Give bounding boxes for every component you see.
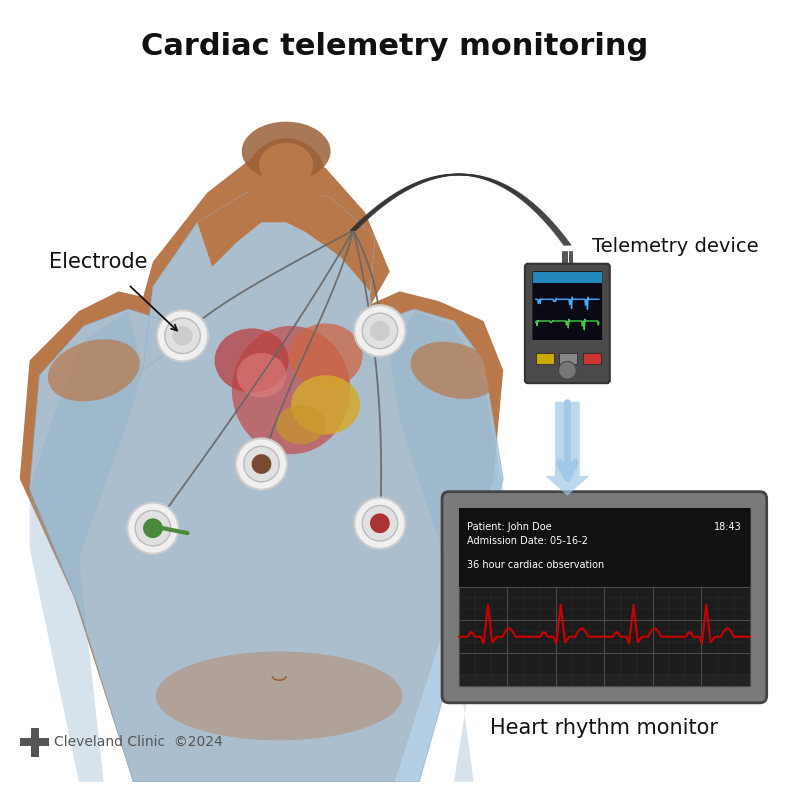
Circle shape: [127, 503, 178, 554]
FancyBboxPatch shape: [532, 271, 603, 341]
FancyBboxPatch shape: [525, 264, 610, 383]
Ellipse shape: [242, 122, 330, 181]
Circle shape: [143, 519, 163, 538]
Circle shape: [354, 497, 406, 549]
Text: Cleveland Clinic  ©2024: Cleveland Clinic ©2024: [54, 735, 223, 749]
Circle shape: [157, 310, 208, 361]
Ellipse shape: [232, 326, 350, 454]
Bar: [459, 508, 750, 587]
Bar: [459, 508, 750, 686]
Ellipse shape: [48, 339, 140, 401]
Circle shape: [362, 505, 398, 541]
Polygon shape: [390, 311, 503, 781]
Ellipse shape: [276, 405, 326, 445]
Text: Telemetry device: Telemetry device: [592, 238, 758, 257]
Circle shape: [558, 361, 576, 379]
Circle shape: [173, 326, 193, 345]
Bar: [459, 587, 750, 686]
Text: 36 hour cardiac observation: 36 hour cardiac observation: [466, 560, 604, 570]
FancyBboxPatch shape: [442, 492, 766, 703]
Bar: [459, 674, 750, 686]
Ellipse shape: [237, 353, 286, 397]
Circle shape: [236, 438, 287, 490]
Polygon shape: [30, 311, 143, 781]
Circle shape: [362, 313, 398, 349]
Ellipse shape: [156, 652, 402, 741]
Circle shape: [370, 513, 390, 533]
Text: Heart rhythm monitor: Heart rhythm monitor: [490, 718, 718, 737]
Circle shape: [135, 511, 170, 546]
Ellipse shape: [289, 323, 362, 387]
Circle shape: [354, 305, 406, 357]
Ellipse shape: [246, 139, 326, 217]
Polygon shape: [20, 153, 503, 781]
Text: 18:43: 18:43: [714, 523, 742, 532]
Bar: [533, 272, 602, 283]
Ellipse shape: [291, 375, 360, 434]
Circle shape: [244, 446, 279, 482]
Text: Cardiac telemetry monitoring: Cardiac telemetry monitoring: [141, 32, 648, 61]
Circle shape: [252, 454, 271, 474]
Bar: [30, 728, 38, 756]
Polygon shape: [198, 188, 375, 291]
Circle shape: [165, 318, 200, 353]
Bar: [559, 353, 578, 364]
Bar: [536, 353, 554, 364]
FancyArrow shape: [545, 402, 590, 496]
Ellipse shape: [410, 342, 498, 399]
Ellipse shape: [214, 328, 289, 393]
Bar: [20, 738, 49, 746]
Ellipse shape: [259, 143, 314, 187]
Text: Electrode: Electrode: [50, 252, 148, 272]
Polygon shape: [30, 188, 503, 781]
Bar: [583, 353, 601, 364]
Text: Admission Date: 05-16-2: Admission Date: 05-16-2: [466, 536, 587, 546]
Circle shape: [370, 321, 390, 341]
Text: Patient: John Doe: Patient: John Doe: [466, 523, 551, 532]
